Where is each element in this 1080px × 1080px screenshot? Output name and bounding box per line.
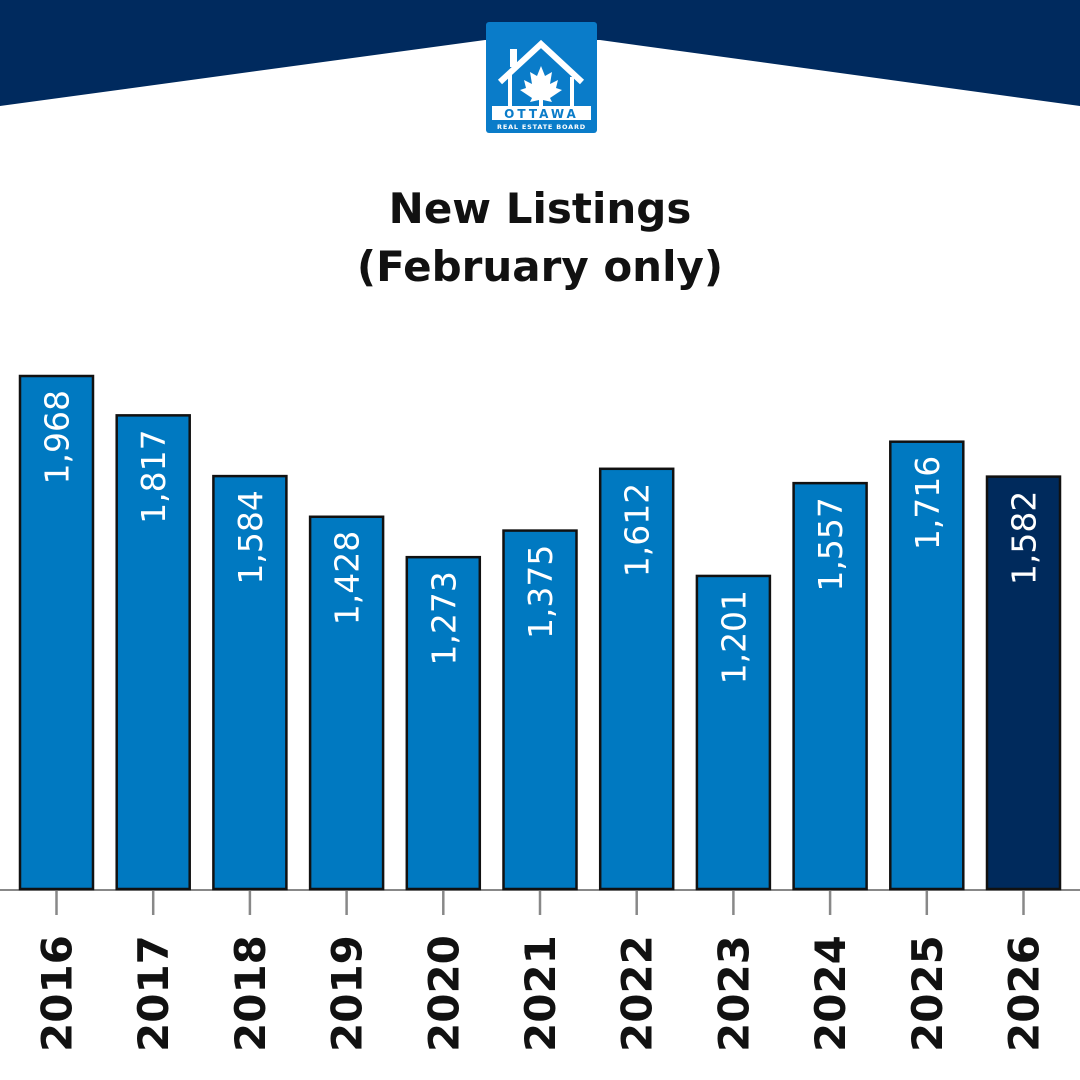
bar-2019 [308,515,385,891]
year-label-2020: 2020 [419,935,468,1052]
bar-2022 [598,467,675,891]
value-label-2019: 1,428 [328,531,367,625]
house-maple-leaf-icon: OTTAWA REAL ESTATE BOARD [492,39,591,131]
year-label-2023: 2023 [709,935,758,1052]
value-label-2023: 1,201 [714,590,753,684]
svg-text:REAL ESTATE BOARD: REAL ESTATE BOARD [497,123,586,131]
bar-2025 [889,440,965,891]
value-label-2022: 1,612 [618,483,657,577]
bar-2016 [18,374,95,891]
year-label-2024: 2024 [806,935,855,1052]
year-label-2018: 2018 [226,935,275,1052]
year-label-2026: 2026 [1000,935,1049,1052]
value-label-2025: 1,716 [908,456,947,550]
chart-title-main: New Listings [388,184,692,233]
value-label-2020: 1,273 [424,571,463,665]
bar-2023 [695,574,772,891]
year-label-2021: 2021 [516,935,565,1052]
ottawa-real-estate-board-logo: OTTAWA REAL ESTATE BOARD [486,22,597,133]
bar-2024 [792,481,868,891]
value-label-2021: 1,375 [521,545,560,639]
value-label-2016: 1,968 [38,390,77,484]
value-label-2024: 1,557 [811,497,850,591]
year-label-2025: 2025 [903,935,952,1052]
bar-2026 [985,475,1062,891]
chart-subtitle: (February only) [356,242,724,291]
bar-2017 [115,414,191,891]
bar-2018 [212,474,288,891]
header-banner [0,0,1080,106]
chart-title: New Listings (February only) [0,180,1080,296]
bar-2021 [502,529,578,891]
year-label-2016: 2016 [33,935,82,1052]
year-label-2022: 2022 [613,935,662,1052]
value-label-2018: 1,584 [231,490,270,584]
value-label-2026: 1,582 [1005,491,1044,585]
bar-2020 [405,555,482,891]
svg-text:OTTAWA: OTTAWA [504,107,579,121]
year-label-2017: 2017 [129,935,178,1052]
year-label-2019: 2019 [323,935,372,1052]
value-label-2017: 1,817 [134,429,173,523]
